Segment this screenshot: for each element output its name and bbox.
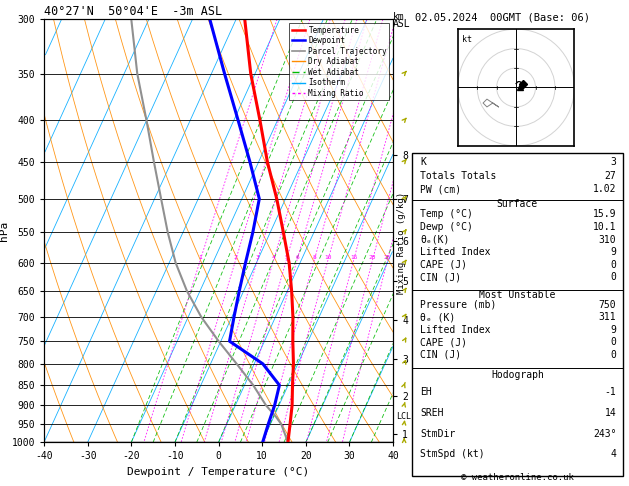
Text: StmSpd (kt): StmSpd (kt) <box>420 450 485 459</box>
Text: LCL: LCL <box>397 412 411 421</box>
Text: 0: 0 <box>611 337 616 347</box>
Text: 8: 8 <box>313 255 316 260</box>
Text: 1.02: 1.02 <box>593 184 616 194</box>
Text: Hodograph: Hodograph <box>491 370 544 381</box>
Text: kt: kt <box>462 35 472 44</box>
Text: Surface: Surface <box>497 199 538 209</box>
Text: 5: 5 <box>284 255 288 260</box>
Text: Lifted Index: Lifted Index <box>420 247 491 257</box>
Text: ASL: ASL <box>393 19 411 30</box>
Text: Dewp (°C): Dewp (°C) <box>420 222 473 232</box>
Text: © weatheronline.co.uk: © weatheronline.co.uk <box>460 473 574 482</box>
Text: -1: -1 <box>604 387 616 397</box>
Y-axis label: hPa: hPa <box>0 221 9 241</box>
Text: 4: 4 <box>611 450 616 459</box>
Text: 0: 0 <box>611 272 616 282</box>
Text: 27: 27 <box>604 171 616 181</box>
Text: EH: EH <box>420 387 432 397</box>
Text: 0: 0 <box>611 350 616 360</box>
Text: Lifted Index: Lifted Index <box>420 325 491 335</box>
Text: 10.1: 10.1 <box>593 222 616 232</box>
Text: Most Unstable: Most Unstable <box>479 290 555 300</box>
Text: km: km <box>393 12 405 22</box>
Text: 243°: 243° <box>593 429 616 438</box>
Text: CIN (J): CIN (J) <box>420 272 462 282</box>
Text: 310: 310 <box>599 235 616 244</box>
Text: 1: 1 <box>199 255 203 260</box>
Text: StmDir: StmDir <box>420 429 455 438</box>
Text: 9: 9 <box>611 247 616 257</box>
Text: CAPE (J): CAPE (J) <box>420 260 467 270</box>
Text: Totals Totals: Totals Totals <box>420 171 497 181</box>
Text: 9: 9 <box>611 325 616 335</box>
Text: 0: 0 <box>611 260 616 270</box>
Text: θₑ(K): θₑ(K) <box>420 235 450 244</box>
Text: SREH: SREH <box>420 408 444 418</box>
Text: 10: 10 <box>325 255 331 260</box>
Text: CIN (J): CIN (J) <box>420 350 462 360</box>
X-axis label: Dewpoint / Temperature (°C): Dewpoint / Temperature (°C) <box>128 467 309 477</box>
Text: 3: 3 <box>255 255 259 260</box>
Text: Temp (°C): Temp (°C) <box>420 209 473 219</box>
Text: CAPE (J): CAPE (J) <box>420 337 467 347</box>
Text: Mixing Ratio (g/kg): Mixing Ratio (g/kg) <box>397 192 406 294</box>
Text: Pressure (mb): Pressure (mb) <box>420 300 497 310</box>
Text: 20: 20 <box>369 255 376 260</box>
Text: 4: 4 <box>272 255 276 260</box>
Text: 02.05.2024  00GMT (Base: 06): 02.05.2024 00GMT (Base: 06) <box>415 12 590 22</box>
Legend: Temperature, Dewpoint, Parcel Trajectory, Dry Adiabat, Wet Adiabat, Isotherm, Mi: Temperature, Dewpoint, Parcel Trajectory… <box>289 23 389 100</box>
Text: 15: 15 <box>350 255 357 260</box>
Text: 3: 3 <box>611 157 616 168</box>
Text: K: K <box>420 157 426 168</box>
Text: 2: 2 <box>234 255 238 260</box>
Text: 311: 311 <box>599 312 616 322</box>
Text: 40°27'N  50°04'E  -3m ASL: 40°27'N 50°04'E -3m ASL <box>44 5 222 18</box>
Text: 750: 750 <box>599 300 616 310</box>
Text: PW (cm): PW (cm) <box>420 184 462 194</box>
Text: 25: 25 <box>384 255 391 260</box>
Text: 6: 6 <box>295 255 299 260</box>
Text: θₑ (K): θₑ (K) <box>420 312 455 322</box>
Text: 15.9: 15.9 <box>593 209 616 219</box>
Text: 14: 14 <box>604 408 616 418</box>
